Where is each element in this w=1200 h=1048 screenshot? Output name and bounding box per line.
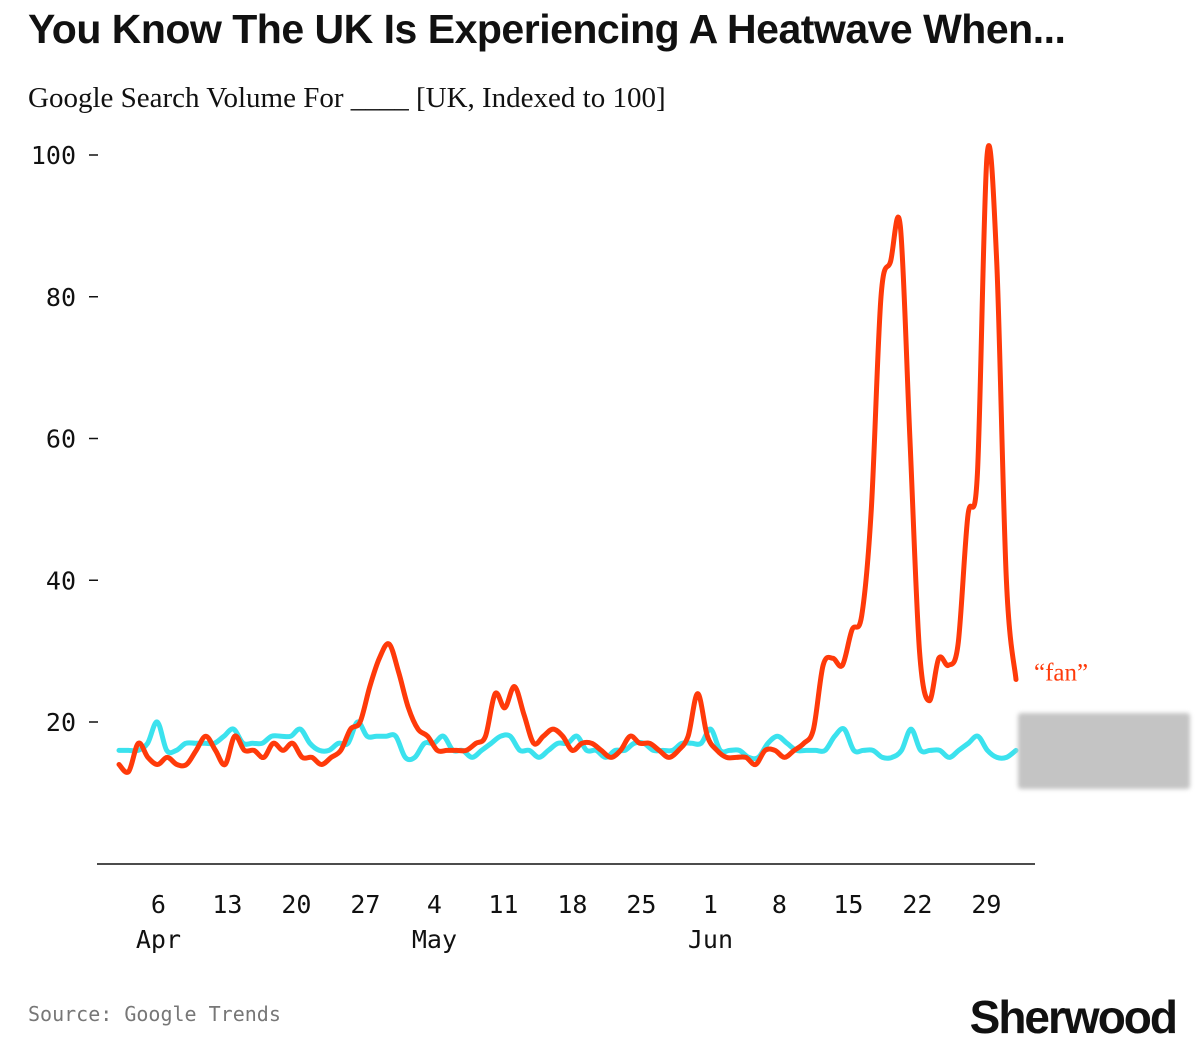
y-tick-label: 80 [46,283,76,312]
fan-series-label: “fan” [1034,659,1088,686]
x-tick-label: 1 [703,890,718,919]
y-tick-label: 60 [46,425,76,454]
source-note: Source: Google Trends [28,1002,281,1026]
fan-series-line [116,143,1019,775]
y-tick-label: 20 [46,708,76,737]
x-month-label: May [412,925,457,954]
chart-title: You Know The UK Is Experiencing A Heatwa… [28,6,1066,52]
x-tick-label: 4 [427,890,442,919]
x-month-label: Apr [136,925,181,954]
series-layer: “fan” [116,143,1088,775]
x-tick-label: 13 [212,890,242,919]
x-tick-label: 6 [151,890,166,919]
x-tick-label: 20 [281,890,311,919]
x-axis: 6 Apr 13 20 27 4 May 11 18 25 1 Jun 8 15 22 29 [97,863,1035,954]
x-tick-label: 27 [350,890,380,919]
brand-logo: Sherwood [969,991,1178,1043]
x-tick-label: 25 [626,890,656,919]
y-tick-label: 40 [46,566,76,595]
x-month-label: Jun [688,925,733,954]
x-tick-label: 18 [557,890,587,919]
obscured-label-box [1018,713,1190,789]
x-tick-label: 15 [833,890,863,919]
x-tick-label: 29 [971,890,1001,919]
y-tick-label: 100 [31,141,76,170]
x-tick-label: 22 [902,890,932,919]
chart-subtitle: Google Search Volume For ____ [UK, Index… [28,82,666,114]
x-tick-label: 11 [488,890,518,919]
y-axis: 20 40 60 80 100 [31,141,98,737]
x-tick-label: 8 [772,890,787,919]
